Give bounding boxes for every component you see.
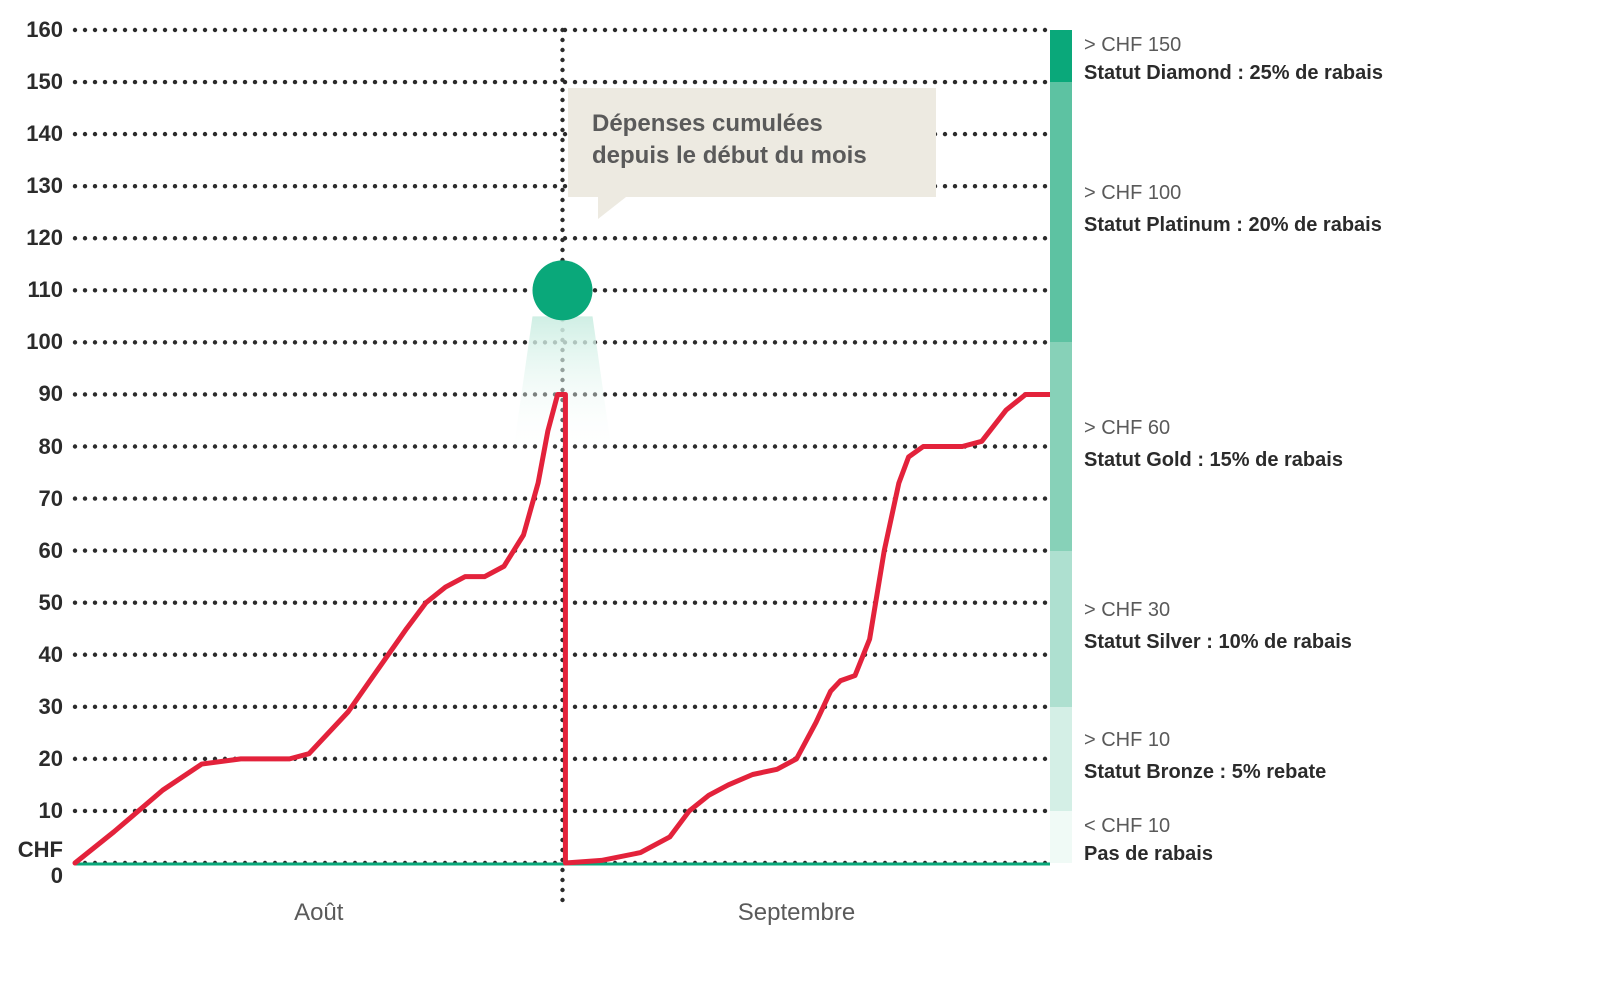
y-tick-label: 60 <box>39 538 63 564</box>
tier-color-segment <box>1050 551 1072 707</box>
y-tick-label: 50 <box>39 590 63 616</box>
y-tick-label: 110 <box>28 277 64 303</box>
x-month-label: Août <box>294 899 343 927</box>
y-tick-label: 30 <box>39 694 63 720</box>
tier-threshold: > CHF 60 <box>1084 417 1170 440</box>
y-tick-label: 40 <box>39 642 63 668</box>
tier-name: Statut Gold : 15% de rabais <box>1084 449 1343 472</box>
y-tick-label: 150 <box>26 69 63 95</box>
tier-name: Statut Platinum : 20% de rabais <box>1084 214 1382 237</box>
y-tick-label: 10 <box>39 798 63 824</box>
tier-name: Statut Silver : 10% de rabais <box>1084 631 1352 654</box>
y-tick-label: 20 <box>39 746 63 772</box>
tier-label-block: > CHF 30 Statut Silver : 10% de rabais <box>1072 551 1580 707</box>
tier-label-block: > CHF 150Statut Diamond : 25% de rabais <box>1072 30 1580 82</box>
tier-color-segment <box>1050 707 1072 811</box>
tier-threshold: > CHF 100 <box>1084 182 1181 205</box>
tier-label-block: > CHF 10 Statut Bronze : 5% rebate <box>1072 707 1580 811</box>
y-tick-label: 140 <box>26 121 63 147</box>
tier-threshold: < CHF 10 <box>1084 815 1170 837</box>
tier-color-segment <box>1050 30 1072 82</box>
tier-threshold: > CHF 30 <box>1084 599 1170 622</box>
marker-spotlight <box>513 316 613 457</box>
y-tick-label: 120 <box>26 225 63 251</box>
y-tick-label: CHF 0 <box>0 837 63 889</box>
tier-color-segment <box>1050 342 1072 550</box>
y-tick-label: 90 <box>39 381 63 407</box>
tier-threshold: > CHF 10 <box>1084 729 1170 752</box>
y-tick-label: 80 <box>39 434 63 460</box>
tier-color-segment <box>1050 82 1072 342</box>
tier-label-block: < CHF 10 Pas de rabais <box>1072 811 1580 863</box>
y-axis-labels: CHF 0 10 20 30 40 50 60 70 80 90 100 110 120 130 140 15… <box>0 0 71 988</box>
callout-line1: Dépenses cumulées <box>592 108 912 140</box>
y-tick-label: 130 <box>26 173 63 199</box>
callout-box: Dépenses cumuléesdepuis le début du mois <box>568 88 936 197</box>
tier-label-block: > CHF 100 Statut Platinum : 20% de rabais <box>1072 82 1580 342</box>
x-month-label: Septembre <box>738 899 855 927</box>
tier-name: Statut Bronze : 5% rebate <box>1084 761 1326 784</box>
current-status-marker <box>533 260 593 320</box>
callout-line2: depuis le début du mois <box>592 140 912 172</box>
tier-name: Pas de rabais <box>1084 843 1213 866</box>
y-tick-label: 70 <box>39 486 63 512</box>
y-tick-label: 100 <box>26 329 63 355</box>
tier-label-block: > CHF 60 Statut Gold : 15% de rabais <box>1072 342 1580 550</box>
tier-color-segment <box>1050 811 1072 863</box>
y-tick-label: 160 <box>26 17 63 43</box>
tier-threshold: > CHF 150 <box>1084 34 1181 56</box>
